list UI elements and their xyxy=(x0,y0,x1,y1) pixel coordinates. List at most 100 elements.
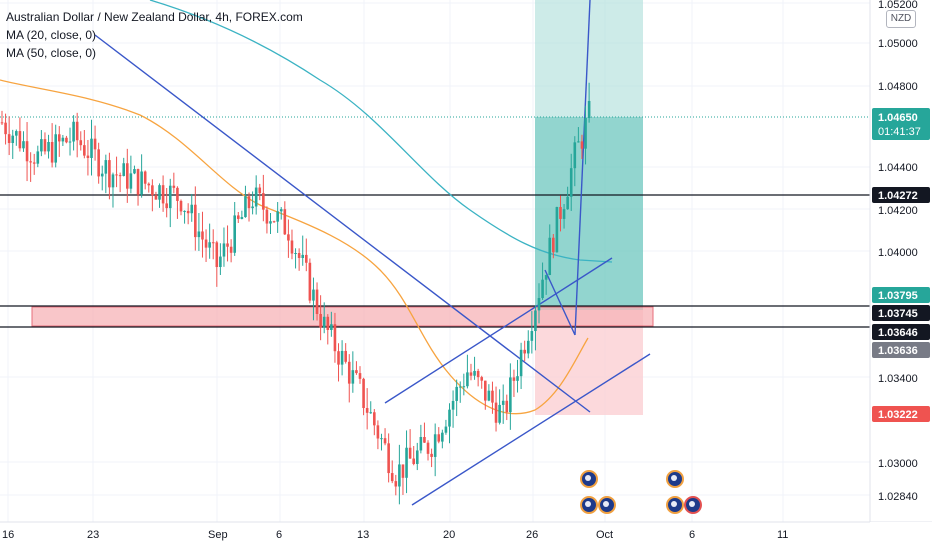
candle-body xyxy=(297,253,301,258)
candle-body xyxy=(118,175,122,177)
candles xyxy=(0,82,591,505)
currency-badge[interactable]: NZD xyxy=(886,10,916,28)
x-axis[interactable]: 16 23 Sep 6 13 20 26 Oct 6 11 xyxy=(2,529,788,541)
candle-body xyxy=(433,434,437,457)
candle-body xyxy=(151,185,154,196)
candle-body xyxy=(100,173,104,177)
candle-body xyxy=(509,377,512,413)
entry-label: 1.03636 xyxy=(878,345,918,357)
event-flag-icon[interactable] xyxy=(580,496,598,514)
candle-body xyxy=(569,168,573,197)
candle-body xyxy=(573,142,577,169)
candle-body xyxy=(57,134,61,142)
event-flag-icon[interactable] xyxy=(598,496,616,514)
candle-body xyxy=(68,141,72,143)
candle-body xyxy=(97,149,100,177)
candle-body xyxy=(36,151,40,164)
candle-body xyxy=(322,316,326,328)
candle-body xyxy=(154,195,158,200)
candle-body xyxy=(365,408,369,413)
candle-body xyxy=(330,324,333,330)
y-tick: 1.04800 xyxy=(878,81,918,93)
candle-body xyxy=(552,237,555,253)
y-tick: 1.02840 xyxy=(878,491,918,503)
candle-body xyxy=(480,377,484,381)
candle-body xyxy=(7,134,11,144)
candle-body xyxy=(219,256,222,268)
trendlines[interactable] xyxy=(94,0,651,506)
ma50-legend[interactable]: MA (50, close, 0) xyxy=(6,46,97,60)
candle-body xyxy=(294,253,297,255)
candle-body xyxy=(530,331,534,341)
candle-body xyxy=(358,373,362,379)
y-tick: 1.05200 xyxy=(878,0,918,11)
candle-body xyxy=(25,141,29,162)
candle-body xyxy=(61,137,65,142)
candle-body xyxy=(362,378,365,409)
candle-body xyxy=(584,117,587,149)
candle-body xyxy=(190,204,194,214)
chart-legend[interactable]: Australian Dollar / New Zealand Dollar, … xyxy=(6,8,303,62)
candle-body xyxy=(487,390,491,401)
candle-body xyxy=(469,372,473,376)
candle-body xyxy=(501,400,505,405)
candle-body xyxy=(430,453,433,457)
candle-body xyxy=(265,209,269,224)
candle-body xyxy=(211,242,215,244)
candle-body xyxy=(254,187,258,207)
candle-body xyxy=(143,171,147,184)
candle-body xyxy=(340,350,344,365)
candle-body xyxy=(222,243,226,257)
candle-body xyxy=(319,313,322,328)
candle-body xyxy=(158,185,161,200)
candle-body xyxy=(247,196,251,209)
event-flag-icon[interactable] xyxy=(666,470,684,488)
y-tick: 1.04400 xyxy=(878,162,918,174)
symbol-title[interactable]: Australian Dollar / New Zealand Dollar, … xyxy=(6,10,303,24)
candle-body xyxy=(126,163,129,189)
candle-body xyxy=(355,370,358,374)
candle-body xyxy=(90,138,93,158)
x-tick: 23 xyxy=(87,529,99,541)
candle-body xyxy=(394,481,398,487)
candle-body xyxy=(47,141,50,152)
candle-body xyxy=(32,162,36,164)
candle-body xyxy=(229,246,233,253)
y-tick: 1.05000 xyxy=(878,38,918,50)
candle-body xyxy=(473,370,476,376)
y-axis[interactable]: 1.05200 1.05000 1.04800 1.04400 1.04200 … xyxy=(878,0,918,503)
candle-body xyxy=(401,464,405,478)
candle-body xyxy=(351,370,355,384)
candle-body xyxy=(165,203,168,209)
event-flag-icon[interactable] xyxy=(666,496,684,514)
ma20-legend[interactable]: MA (20, close, 0) xyxy=(6,28,97,42)
candle-body xyxy=(22,141,25,149)
ma50-line xyxy=(0,79,589,415)
candle-body xyxy=(283,209,287,235)
candle-body xyxy=(276,211,279,222)
candle-body xyxy=(11,135,15,144)
candle-body xyxy=(204,239,208,248)
candle-body xyxy=(201,231,204,240)
level-label: 1.03745 xyxy=(878,308,918,320)
candle-body xyxy=(380,438,383,440)
candle-body xyxy=(566,196,569,210)
candle-body xyxy=(505,400,509,413)
candle-body xyxy=(54,134,57,163)
stop-label: 1.03222 xyxy=(878,409,918,421)
event-flag-icon[interactable] xyxy=(684,496,702,514)
candle-body xyxy=(412,458,415,464)
candle-body xyxy=(344,350,347,362)
candle-body xyxy=(519,349,523,377)
candle-body xyxy=(387,443,390,474)
candle-body xyxy=(136,169,140,195)
candle-body xyxy=(305,254,308,263)
x-tick: 26 xyxy=(526,529,538,541)
ma20-line xyxy=(149,0,613,263)
profit-zone-filled xyxy=(535,117,643,310)
candle-body xyxy=(408,447,412,459)
candle-body xyxy=(208,242,211,248)
candle-body xyxy=(423,437,426,443)
event-flag-icon[interactable] xyxy=(580,470,598,488)
